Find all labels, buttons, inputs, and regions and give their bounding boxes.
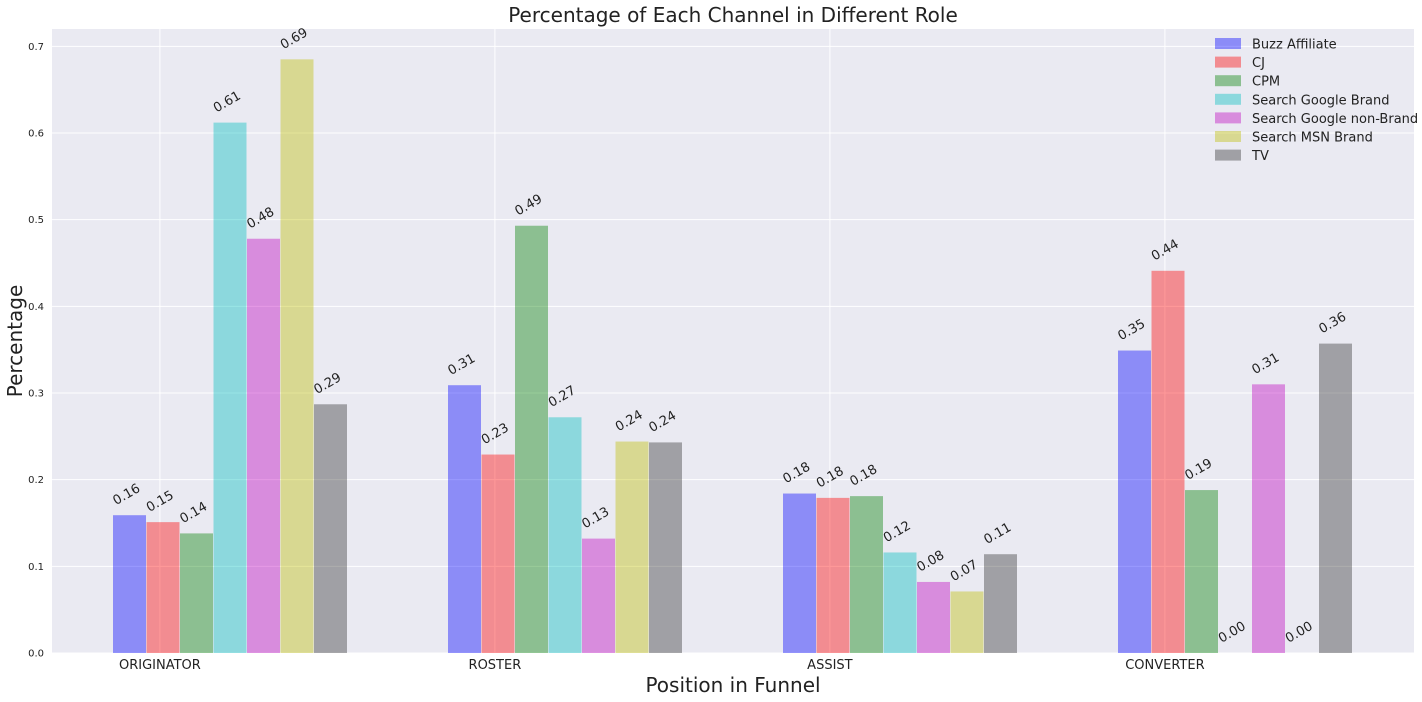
legend-entry: CJ — [1252, 56, 1265, 71]
bar — [649, 442, 682, 653]
bar — [515, 225, 548, 653]
legend-entry: Search MSN Brand — [1252, 131, 1373, 146]
bar — [1319, 343, 1352, 653]
legend-entry: CPM — [1252, 75, 1280, 90]
x-tick-label: ASSIST — [807, 658, 852, 673]
y-tick-label: 0.2 — [28, 475, 44, 486]
y-tick-label: 0.1 — [28, 562, 44, 573]
grid-lines — [52, 29, 1414, 654]
y-axis-label: Percentage — [3, 285, 27, 398]
bar — [582, 538, 615, 653]
bar — [448, 385, 481, 653]
y-tick-label: 0.5 — [28, 215, 44, 226]
bar — [1151, 270, 1185, 653]
bar — [783, 493, 816, 653]
legend-swatch — [1215, 112, 1241, 124]
x-tick-label: CONVERTER — [1125, 658, 1204, 673]
bar — [615, 441, 649, 653]
legend-entry: Buzz Affiliate — [1252, 38, 1337, 53]
bar — [816, 497, 850, 653]
y-tick-label: 0.0 — [28, 649, 44, 660]
bar — [481, 454, 515, 653]
bar — [1118, 350, 1151, 653]
legend-swatch — [1215, 149, 1241, 161]
x-tick-label: ORIGINATOR — [119, 658, 201, 673]
legend-swatch — [1215, 131, 1241, 142]
bar — [146, 522, 180, 653]
x-axis-label: Position in Funnel — [645, 673, 820, 697]
bars — [113, 59, 1352, 654]
y-tick-label: 0.6 — [28, 129, 44, 140]
bar — [1252, 384, 1285, 653]
bar — [548, 417, 582, 653]
bar — [984, 554, 1017, 653]
legend-entry: TV — [1251, 149, 1269, 164]
bar — [314, 404, 347, 653]
y-tick-label: 0.3 — [28, 389, 44, 400]
bar — [917, 581, 950, 653]
bar — [1185, 490, 1218, 653]
bar — [180, 533, 213, 653]
x-tick-label: ROSTER — [469, 658, 522, 673]
x-axis-ticks: ORIGINATOR ROSTER ASSIST CONVERTER — [119, 658, 1205, 673]
y-tick-label: 0.7 — [28, 42, 44, 53]
bar — [883, 552, 917, 653]
bar — [850, 496, 883, 653]
bar — [213, 122, 247, 654]
bar — [247, 238, 280, 653]
legend-entry: Search Google Brand — [1252, 93, 1390, 108]
y-axis-ticks: 0.0 0.1 0.2 0.3 0.4 0.5 0.6 0.7 — [28, 42, 44, 660]
legend-swatch — [1215, 75, 1241, 87]
bar — [950, 591, 984, 653]
bar — [280, 59, 314, 654]
y-tick-label: 0.4 — [28, 302, 44, 313]
legend-entry: Search Google non-Brand — [1252, 112, 1418, 127]
bar — [113, 515, 146, 653]
legend: Buzz Affiliate CJ CPM Search Google Brand Se… — [1215, 38, 1418, 164]
legend-swatch — [1215, 56, 1241, 68]
chart-title: Percentage of Each Channel in Different … — [508, 3, 958, 27]
legend-swatch — [1215, 93, 1241, 105]
legend-swatch — [1215, 38, 1241, 49]
